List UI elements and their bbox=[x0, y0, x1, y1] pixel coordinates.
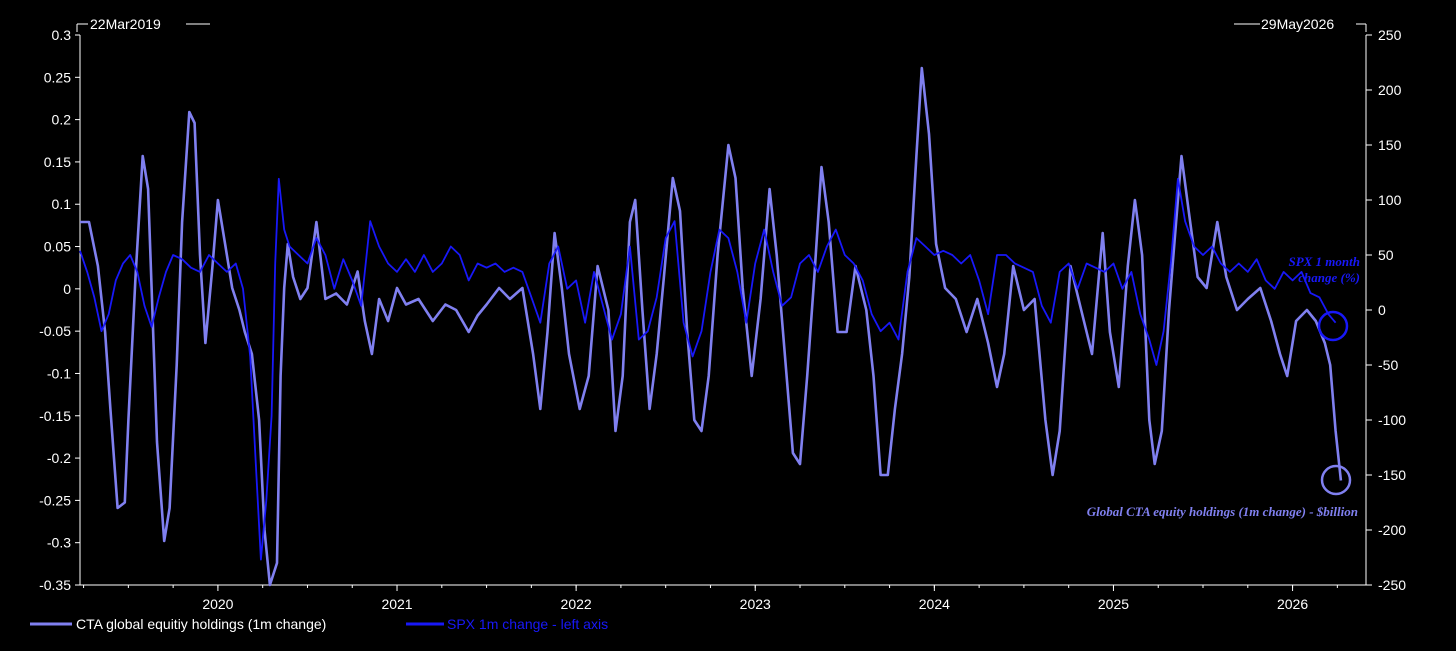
right-tick-label: 250 bbox=[1378, 27, 1402, 43]
legend-label-cta: CTA global equitiy holdings (1m change) bbox=[76, 616, 326, 632]
legend-label-spx: SPX 1m change - left axis bbox=[447, 616, 608, 632]
end-date-label: 29May2026 bbox=[1261, 16, 1334, 32]
right-tick-label: 150 bbox=[1378, 137, 1402, 153]
cta-end-marker bbox=[1320, 464, 1352, 496]
left-tick-label: 0.1 bbox=[52, 196, 72, 212]
right-tick-label: 0 bbox=[1378, 302, 1386, 318]
x-tick-label: 2024 bbox=[919, 596, 950, 612]
x-tick-label: 2025 bbox=[1098, 596, 1129, 612]
spx-annotation: SPX 1 month change (%) bbox=[1288, 254, 1360, 285]
spx-annotation-line1: SPX 1 month bbox=[1288, 254, 1360, 269]
left-tick-label: 0.15 bbox=[44, 154, 71, 170]
legend: CTA global equitiy holdings (1m change) … bbox=[30, 616, 608, 632]
left-tick-label: -0.2 bbox=[47, 450, 71, 466]
left-tick-label: -0.25 bbox=[39, 492, 71, 508]
left-tick-label: -0.35 bbox=[39, 577, 71, 593]
right-tick-label: 50 bbox=[1378, 247, 1394, 263]
right-tick-label: -50 bbox=[1378, 357, 1398, 373]
x-tick-label: 2021 bbox=[381, 596, 412, 612]
start-date-flag: 22Mar2019 bbox=[76, 16, 210, 32]
x-tick-label: 2023 bbox=[740, 596, 771, 612]
right-tick-label: -150 bbox=[1378, 467, 1406, 483]
axis-ticks: 0.3 0.25 0.2 0.15 0.1 0.05 0 -0.05 -0.1 -0.15 -0.2… bbox=[39, 27, 1406, 612]
left-tick-label: -0.15 bbox=[39, 408, 71, 424]
left-tick-label: 0 bbox=[63, 281, 71, 297]
left-tick-label: 0.2 bbox=[52, 112, 72, 128]
end-date-flag: 29May2026 bbox=[1234, 16, 1367, 32]
right-tick-label: 200 bbox=[1378, 82, 1402, 98]
left-tick-label: 0.25 bbox=[44, 69, 71, 85]
marker-layer bbox=[1317, 310, 1352, 496]
series-layer bbox=[79, 66, 1343, 587]
right-tick-label: 100 bbox=[1378, 192, 1402, 208]
left-tick-label: 0.05 bbox=[44, 239, 71, 255]
right-tick-label: -250 bbox=[1378, 577, 1406, 593]
x-tick-label: 2020 bbox=[202, 596, 233, 612]
x-tick-label: 2026 bbox=[1277, 596, 1308, 612]
start-date-label: 22Mar2019 bbox=[90, 16, 161, 32]
left-tick-label: 0.3 bbox=[52, 27, 72, 43]
left-tick-label: -0.1 bbox=[47, 365, 71, 381]
cta-annotation: Global CTA equity holdings (1m change) -… bbox=[1087, 504, 1358, 519]
left-tick-label: -0.3 bbox=[47, 535, 71, 551]
x-tick-label: 2022 bbox=[561, 596, 592, 612]
left-tick-label: -0.05 bbox=[39, 323, 71, 339]
right-tick-label: -100 bbox=[1378, 412, 1406, 428]
right-tick-label: -200 bbox=[1378, 522, 1406, 538]
spx-series-line bbox=[79, 177, 1337, 561]
spx-annotation-line2: change (%) bbox=[1298, 270, 1360, 285]
cta-series-line bbox=[80, 66, 1343, 587]
spx-end-marker bbox=[1317, 310, 1349, 342]
